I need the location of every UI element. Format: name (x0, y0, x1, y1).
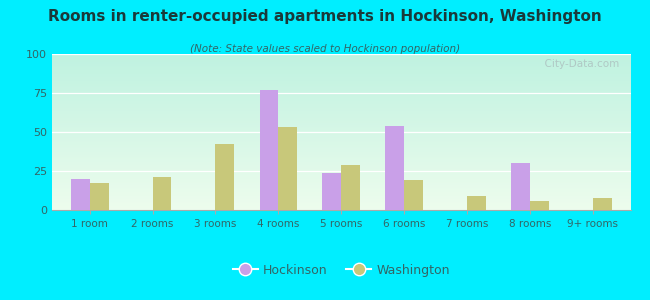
Bar (71, 179, 90, 210)
Bar (341, 165, 360, 210)
Bar (404, 180, 423, 210)
Bar (467, 196, 486, 210)
Legend: Hockinson, Washington: Hockinson, Washington (227, 259, 455, 282)
Text: Rooms in renter-occupied apartments in Hockinson, Washington: Rooms in renter-occupied apartments in H… (48, 9, 602, 24)
Bar (278, 127, 297, 210)
Bar (153, 177, 172, 210)
Bar (90, 184, 109, 210)
Bar (593, 197, 612, 210)
Bar (322, 172, 341, 210)
Bar (385, 126, 404, 210)
Bar (530, 201, 549, 210)
Text: (Note: State values scaled to Hockinson population): (Note: State values scaled to Hockinson … (190, 44, 460, 53)
Bar (216, 145, 235, 210)
Bar (511, 163, 530, 210)
Bar (259, 90, 278, 210)
Text: City-Data.com: City-Data.com (538, 59, 619, 69)
